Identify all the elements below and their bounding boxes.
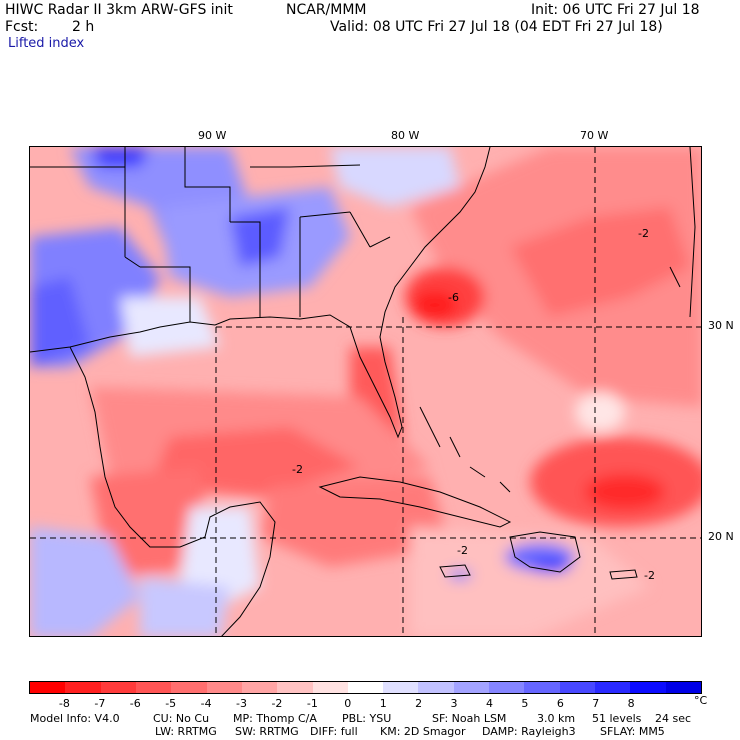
footer-mp: MP: Thomp C/A	[233, 712, 317, 725]
colorbar-swatch	[630, 682, 666, 693]
footer-sf: SF: Noah LSM	[432, 712, 507, 725]
colorbar-swatch	[135, 682, 172, 693]
lon-label-80w: 80 W	[391, 129, 420, 142]
colorbar-tick-label: 7	[592, 697, 600, 710]
footer-timestep: 24 sec	[655, 712, 692, 725]
contour-label: -2	[644, 569, 655, 582]
latlon-grid	[30, 147, 701, 636]
colorbar-tick-label: -7	[94, 697, 106, 710]
colorbar	[29, 681, 702, 694]
colorbar-tick-label: -5	[165, 697, 177, 710]
footer-km: KM: 2D Smagor	[380, 725, 466, 738]
init-time: Init: 06 UTC Fri 27 Jul 18	[531, 2, 700, 18]
forecast-label: Fcst:	[5, 19, 39, 35]
footer-sw: SW: RRTMG	[235, 725, 299, 738]
footer-model-info: Model Info: V4.0	[30, 712, 120, 725]
colorbar-tick-label: 0	[344, 697, 352, 710]
colorbar-swatch	[418, 682, 454, 693]
colorbar-tick-label: -2	[271, 697, 283, 710]
forecast-value: 2 h	[72, 19, 95, 35]
colorbar-unit: °C	[694, 694, 708, 707]
colorbar-swatch	[383, 682, 419, 693]
footer-sflay: SFLAY: MM5	[600, 725, 665, 738]
colorbar-swatch	[206, 682, 242, 693]
colorbar-swatch	[347, 682, 384, 693]
contour-label: -6	[448, 291, 459, 304]
coastlines	[30, 147, 696, 636]
valid-time: Valid: 08 UTC Fri 27 Jul 18 (04 EDT Fri …	[330, 19, 663, 35]
colorbar-tick-label: 6	[556, 697, 564, 710]
lon-label-70w: 70 W	[580, 129, 609, 142]
org-label: NCAR/MMM	[286, 2, 367, 18]
colorbar-tick-label: -6	[129, 697, 141, 710]
contour-label: -2	[292, 463, 303, 476]
colorbar-tick-label: -1	[306, 697, 318, 710]
colorbar-tick-label: -8	[58, 697, 70, 710]
colorbar-swatch	[524, 682, 560, 693]
colorbar-tick-label: 4	[485, 697, 493, 710]
footer-pbl: PBL: YSU	[342, 712, 392, 725]
map-svg: -6 -2 -2 -2 -2	[30, 147, 701, 636]
contour-label: -2	[638, 227, 649, 240]
colorbar-swatch	[277, 682, 313, 693]
field-name: Lifted index	[8, 36, 85, 51]
colorbar-swatch	[312, 682, 348, 693]
footer-resolution: 3.0 km	[537, 712, 576, 725]
contour-labels: -6 -2 -2 -2 -2	[292, 227, 655, 582]
footer-cu: CU: No Cu	[153, 712, 210, 725]
colorbar-swatch	[665, 682, 701, 693]
colorbar-tick-label: 3	[450, 697, 458, 710]
colorbar-tick-label: 1	[379, 697, 387, 710]
colorbar-swatch	[559, 682, 595, 693]
footer-damp: DAMP: Rayleigh3	[482, 725, 576, 738]
footer-diff: DIFF: full	[310, 725, 358, 738]
colorbar-swatch	[489, 682, 525, 693]
footer-levels: 51 levels	[592, 712, 642, 725]
colorbar-swatch	[595, 682, 631, 693]
model-title: HIWC Radar II 3km ARW-GFS init	[5, 2, 233, 18]
colorbar-tick-label: 2	[415, 697, 423, 710]
lat-label-30n: 30 N	[708, 319, 734, 332]
colorbar-swatch	[65, 682, 101, 693]
colorbar-swatch	[171, 682, 207, 693]
colorbar-swatch	[100, 682, 136, 693]
colorbar-tick-label: -3	[236, 697, 247, 710]
contour-label: -2	[457, 544, 468, 557]
field-shading	[30, 147, 701, 636]
colorbar-swatch	[241, 682, 278, 693]
colorbar-tick-label: 8	[627, 697, 635, 710]
colorbar-swatch	[30, 682, 66, 693]
lat-label-20n: 20 N	[708, 530, 734, 543]
footer-lw: LW: RRTMG	[155, 725, 217, 738]
colorbar-tick-label: 5	[521, 697, 529, 710]
colorbar-swatch	[453, 682, 490, 693]
lon-label-90w: 90 W	[198, 129, 227, 142]
colorbar-tick-label: -4	[200, 697, 212, 710]
lifted-index-map: -6 -2 -2 -2 -2	[29, 146, 702, 637]
